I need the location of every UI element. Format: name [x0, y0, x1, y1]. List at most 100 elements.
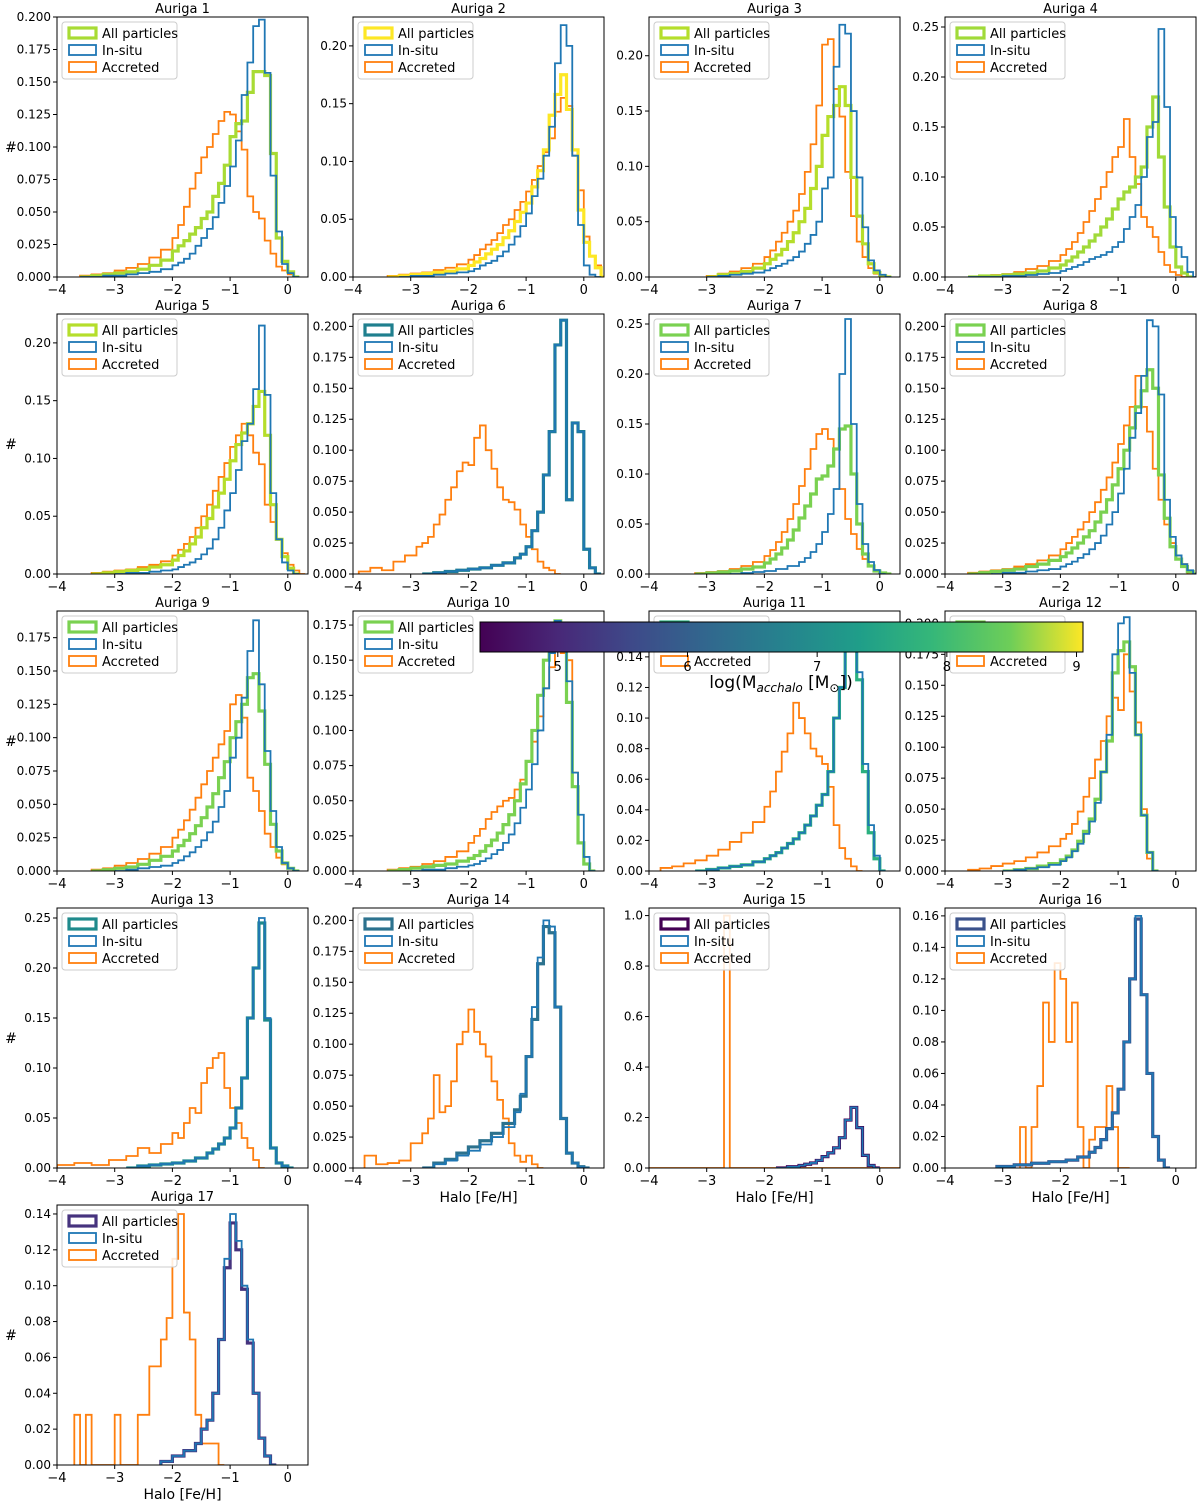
series-all-particles [387, 73, 604, 277]
x-tick-label: −4 [935, 877, 954, 892]
series-accreted [386, 645, 596, 871]
series-in-situ [968, 28, 1196, 277]
x-tick-label: −1 [813, 1174, 832, 1189]
legend-label: Accreted [102, 61, 159, 76]
legend-label: In-situ [694, 341, 735, 356]
plot-frame [944, 313, 1197, 575]
legend-label: All particles [398, 621, 474, 636]
y-axis-label: # [5, 140, 17, 156]
x-tick-label: −3 [401, 1174, 420, 1189]
x-tick-label: −2 [163, 580, 182, 595]
panel-auriga-2: Auriga 2 0.00 0.05 0.10 0.15 0.20 −4 −3 −2 −1 0 All… [320, 2, 605, 298]
panel-title: Auriga 1 [155, 2, 210, 17]
series-in-situ [399, 24, 602, 277]
legend-swatch [956, 341, 985, 353]
y-tick-label: 0.175 [313, 618, 347, 632]
series-accreted [705, 38, 886, 277]
y-tick-label: 0.12 [616, 680, 643, 694]
legend: All particles In-situ Accreted [61, 912, 178, 971]
x-tick-label: −4 [639, 877, 658, 892]
legend-label: All particles [102, 918, 178, 933]
legend-swatch [660, 341, 689, 353]
y-tick-label: 0.075 [905, 771, 939, 785]
legend-swatch [660, 655, 689, 667]
y-tick-label: 0.025 [905, 833, 939, 847]
x-tick-label: −4 [343, 283, 362, 298]
y-tick-label: 0.10 [24, 1279, 51, 1293]
panel-auriga-17: Auriga 17 0.00 0.02 0.04 0.06 0.08 0.10 0.12 0.1… [5, 1190, 309, 1501]
y-tick-label: 0.15 [320, 97, 347, 111]
legend-label: In-situ [398, 935, 439, 950]
colorbar-gradient [479, 621, 1084, 653]
series-in-situ [422, 919, 590, 1168]
series-in-situ [775, 1106, 880, 1168]
y-tick-label: 0.025 [313, 1130, 347, 1144]
legend-label: In-situ [990, 341, 1031, 356]
panel-auriga-5: Auriga 5 0.00 0.05 0.10 0.15 0.20 −4 −3 −2 −1 0 # Al… [5, 299, 309, 595]
plot-frame [648, 610, 901, 872]
legend-swatch [68, 341, 97, 353]
legend: All particles In-situ Accreted [653, 912, 770, 971]
legend-swatch [67, 26, 98, 40]
y-tick-label: 0.14 [912, 940, 939, 954]
x-tick-label: −2 [459, 877, 478, 892]
y-tick-label: 0.150 [313, 653, 347, 667]
x-tick-label: −2 [163, 283, 182, 298]
panel-auriga-3: Auriga 3 0.00 0.05 0.10 0.15 0.20 −4 −3 −2 −1 0 All… [616, 2, 901, 298]
series-in-situ [126, 917, 294, 1168]
x-tick-label: −1 [813, 283, 832, 298]
panel-auriga-15: Auriga 15 0.0 0.2 0.4 0.6 0.8 1.0 −4 −3 −2 −1 0 Halo… [624, 893, 901, 1206]
y-tick-label: 0.025 [17, 831, 51, 845]
y-tick-label: 0.15 [912, 120, 939, 134]
x-axis-label: Halo [Fe/H] [735, 1190, 813, 1206]
plot-frame [56, 16, 309, 278]
legend: All particles In-situ Accreted [653, 318, 770, 377]
legend: All particles In-situ Accreted [949, 21, 1066, 80]
y-tick-label: 0.02 [616, 833, 643, 847]
y-tick-label: 0.14 [24, 1207, 51, 1221]
y-tick-label: 0.100 [17, 731, 51, 745]
y-tick-label: 0.25 [912, 20, 939, 34]
y-tick-label: 0.10 [616, 467, 643, 481]
plot-frame [944, 16, 1197, 278]
x-tick-label: 0 [284, 283, 292, 298]
y-tick-label: 0.05 [320, 212, 347, 226]
y-tick-label: 0.02 [24, 1422, 51, 1436]
y-tick-label: 0.00 [320, 270, 347, 284]
y-tick-label: 0.125 [17, 697, 51, 711]
legend-swatch [955, 323, 986, 337]
legend-swatch [955, 26, 986, 40]
legend-swatch [67, 620, 98, 634]
legend-label: All particles [694, 324, 770, 339]
y-tick-label: 0.125 [17, 108, 51, 122]
y-tick-label: 0.08 [912, 1035, 939, 1049]
y-tick-label: 0.10 [616, 711, 643, 725]
y-tick-label: 0.00 [616, 567, 643, 581]
legend: All particles In-situ Accreted [653, 21, 770, 80]
y-tick-label: 0.10 [320, 154, 347, 168]
plot-frame [352, 313, 605, 575]
x-tick-label: −2 [755, 580, 774, 595]
y-tick-label: 0.15 [24, 394, 51, 408]
legend-swatch [363, 323, 394, 337]
legend-swatch [956, 61, 985, 73]
y-tick-label: 0.06 [912, 1066, 939, 1080]
y-tick-label: 0.00 [24, 1458, 51, 1472]
panel-title: Auriga 3 [747, 2, 802, 17]
plot-frame [352, 610, 605, 872]
legend-swatch [68, 61, 97, 73]
legend-swatch [955, 917, 986, 931]
x-tick-label: −2 [459, 1174, 478, 1189]
panel-title: Auriga 13 [151, 893, 214, 908]
y-tick-label: 0.10 [616, 159, 643, 173]
y-tick-label: 0.175 [313, 944, 347, 958]
y-tick-label: 0.150 [17, 664, 51, 678]
legend-swatch [660, 61, 689, 73]
y-tick-label: 0.16 [912, 909, 939, 923]
plot-frame [352, 907, 605, 1169]
y-tick-label: 0.100 [905, 443, 939, 457]
y-tick-label: 0.08 [24, 1315, 51, 1329]
series-in-situ [695, 625, 886, 871]
y-tick-label: 0.125 [905, 412, 939, 426]
